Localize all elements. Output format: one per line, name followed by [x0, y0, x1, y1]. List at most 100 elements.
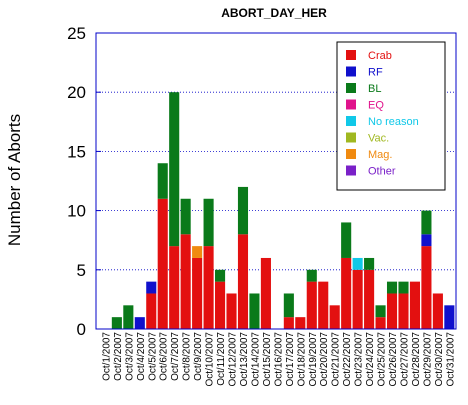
chart-title: ABORT_DAY_HER — [221, 6, 327, 20]
x-tick-label: Oct/2/2007 — [113, 332, 124, 381]
bar-segment — [283, 317, 294, 329]
legend-label: Vac. — [368, 133, 389, 145]
bar-segment — [352, 269, 363, 329]
x-tick-label: Oct/25/2007 — [377, 332, 388, 387]
x-tick-label: Oct/1/2007 — [101, 332, 112, 381]
bar-segment — [398, 281, 409, 294]
bar-segment — [203, 246, 214, 329]
bar-segment — [295, 317, 306, 329]
x-tick-label: Oct/8/2007 — [182, 332, 193, 381]
bar-segment — [375, 305, 386, 318]
x-tick-label: Oct/23/2007 — [354, 332, 365, 387]
bar-segment — [409, 281, 420, 329]
legend-label: EQ — [368, 100, 384, 112]
legend-swatch — [346, 149, 356, 159]
x-tick-label: Oct/15/2007 — [262, 332, 273, 387]
bar-segment — [203, 198, 214, 247]
bar-segment — [146, 293, 157, 329]
x-tick-label: Oct/20/2007 — [319, 332, 330, 387]
bar-segment — [421, 210, 432, 235]
bar-segment — [386, 281, 398, 294]
x-tick-label: Oct/30/2007 — [434, 332, 445, 387]
bar-segment — [215, 269, 226, 282]
x-tick-label: Oct/11/2007 — [216, 332, 227, 386]
x-tick-label: Oct/10/2007 — [205, 332, 216, 387]
legend-swatch — [346, 116, 356, 126]
bar-segment — [146, 281, 157, 294]
x-tick-label: Oct/28/2007 — [411, 332, 422, 387]
bar-segment — [432, 293, 443, 329]
y-tick-label: 20 — [67, 83, 86, 102]
bar-segment — [226, 293, 237, 329]
y-axis-label: Number of Aborts — [5, 114, 24, 246]
legend-label: Crab — [368, 50, 392, 62]
bar-segment — [237, 186, 249, 235]
bar-segment — [318, 281, 329, 329]
x-tick-label: Oct/24/2007 — [365, 332, 376, 387]
x-tick-label: Oct/19/2007 — [308, 332, 319, 387]
y-tick-label: 25 — [67, 24, 86, 43]
bar-segment — [283, 293, 294, 318]
legend-swatch — [346, 50, 356, 60]
y-tick-label: 5 — [77, 261, 86, 280]
bar-segment — [260, 257, 271, 329]
plot-frame — [95, 32, 457, 330]
bar-segment — [375, 317, 386, 329]
legend-swatch — [346, 132, 356, 143]
y-tick-label: 15 — [67, 142, 86, 161]
bar-segment — [169, 246, 180, 329]
bar-segment — [364, 257, 375, 270]
legend-label: No reason — [368, 116, 419, 128]
legend-swatch — [346, 66, 356, 77]
x-tick-label: Oct/18/2007 — [296, 332, 307, 387]
x-tick-label: Oct/21/2007 — [331, 332, 342, 387]
legend: Crab RF BL EQ No reason Vac. Mag. Other — [336, 41, 446, 191]
bar-segment — [386, 293, 398, 329]
legend-label: Mag. — [368, 149, 392, 161]
bar-segment — [180, 234, 191, 329]
x-tick-label: Oct/26/2007 — [388, 332, 399, 387]
x-tick-label: Oct/4/2007 — [136, 332, 147, 381]
bar-segment — [192, 246, 203, 258]
bar-segment — [192, 257, 203, 329]
bar-segment — [111, 317, 122, 329]
bar-segment — [306, 269, 317, 282]
x-tick-label: Oct/29/2007 — [422, 332, 433, 387]
bar-segment — [421, 234, 432, 247]
x-tick-label: Oct/27/2007 — [399, 332, 410, 387]
x-tick-label: Oct/5/2007 — [147, 332, 158, 381]
legend-label: Other — [368, 166, 396, 178]
y-tick-label: 0 — [77, 320, 86, 339]
bar-segment — [421, 246, 432, 329]
y-tick-label: 10 — [67, 202, 86, 221]
bar-segment — [157, 198, 168, 329]
bar-segment — [341, 257, 352, 329]
x-tick-label: Oct/31/2007 — [445, 332, 456, 387]
x-tick-label: Oct/6/2007 — [159, 332, 170, 381]
x-tick-label: Oct/9/2007 — [193, 332, 204, 381]
bar-segment — [237, 234, 249, 329]
legend-swatch — [346, 165, 356, 176]
y-axis-ticks: 0 5 10 15 20 25 — [67, 24, 101, 339]
bar-segment — [180, 198, 191, 235]
bar-segment — [306, 281, 317, 329]
bar-segment — [215, 281, 226, 329]
legend-swatch — [346, 83, 356, 93]
legend-swatch — [346, 99, 356, 110]
x-tick-label: Oct/13/2007 — [239, 332, 250, 387]
bars-group — [111, 92, 455, 329]
x-tick-label: Oct/16/2007 — [273, 332, 284, 387]
x-tick-label: Oct/14/2007 — [250, 332, 261, 387]
x-axis-ticks: Oct/1/2007 Oct/2/2007 Oct/3/2007 Oct/4/2007… — [101, 332, 456, 387]
bar-segment — [444, 305, 455, 329]
bar-segment — [134, 317, 145, 329]
x-tick-label: Oct/3/2007 — [124, 332, 135, 381]
bar-segment — [398, 293, 409, 329]
bar-segment — [123, 305, 134, 329]
x-tick-label: Oct/7/2007 — [170, 332, 181, 381]
legend-label: RF — [368, 67, 383, 79]
x-tick-label: Oct/12/2007 — [228, 332, 239, 387]
bar-segment — [341, 222, 352, 258]
legend-label: BL — [368, 83, 381, 95]
